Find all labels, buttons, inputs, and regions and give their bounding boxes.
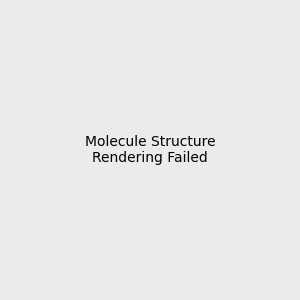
Text: Molecule Structure
Rendering Failed: Molecule Structure Rendering Failed <box>85 135 215 165</box>
